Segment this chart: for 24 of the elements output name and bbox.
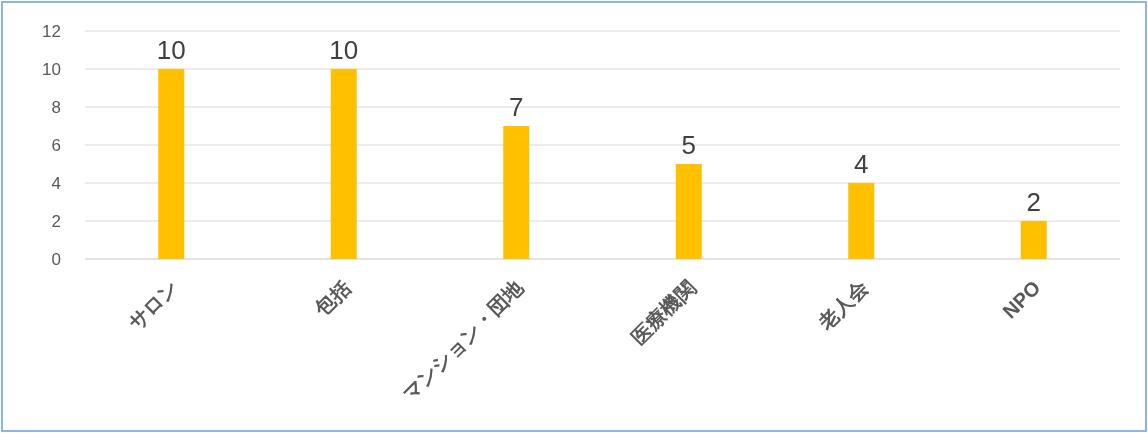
bar: [675, 164, 702, 259]
data-label: 7: [509, 92, 524, 122]
y-tick-label: 2: [51, 212, 61, 231]
x-tick-label: 老人会: [813, 275, 873, 335]
data-label: 5: [681, 130, 696, 160]
y-tick-label: 4: [51, 174, 61, 193]
bar: [503, 126, 530, 259]
x-tick-label: マンション・団地: [398, 275, 528, 405]
bar: [330, 69, 357, 259]
y-tick-label: 0: [51, 250, 61, 269]
x-tick-label: 医療機関: [627, 276, 700, 349]
bar: [158, 69, 185, 259]
y-tick-label: 10: [42, 60, 61, 79]
x-tick-label: 包括: [310, 276, 355, 321]
y-tick-label: 8: [51, 98, 61, 117]
data-label: 2: [1026, 187, 1041, 217]
data-label: 10: [156, 35, 186, 65]
bar: [1020, 221, 1047, 259]
data-label: 4: [854, 149, 869, 179]
y-tick-label: 6: [51, 136, 61, 155]
x-tick-label: サロン: [124, 276, 183, 335]
y-tick-label: 12: [42, 22, 61, 41]
data-label: 10: [329, 35, 359, 65]
bar: [848, 183, 875, 259]
